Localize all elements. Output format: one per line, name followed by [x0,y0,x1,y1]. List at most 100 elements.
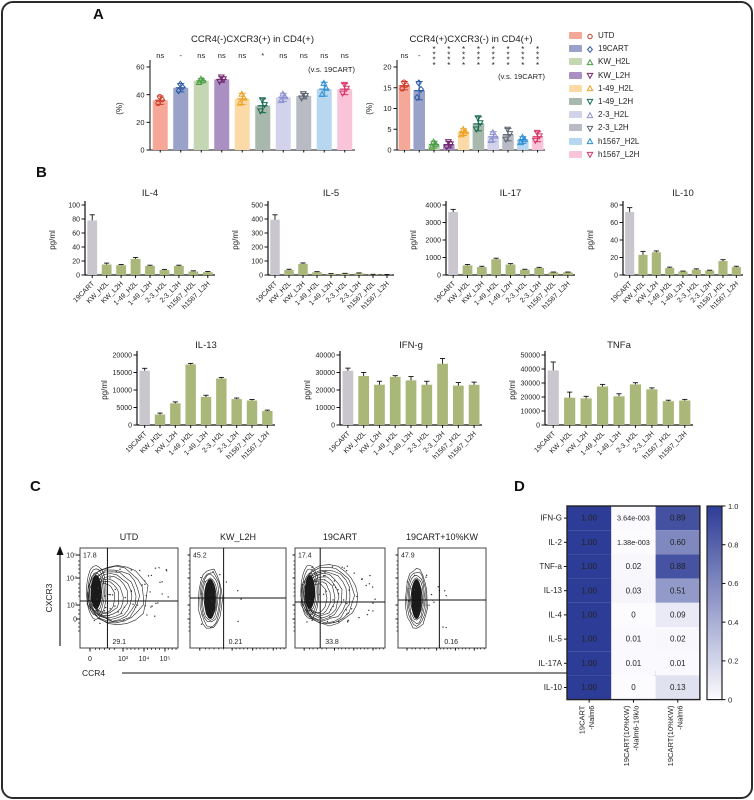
svg-text:45.2: 45.2 [193,553,207,560]
bar [596,386,609,425]
svg-text:0.89: 0.89 [670,514,686,523]
svg-text:*: * [477,61,480,70]
flow-plot-19CART: 19CART 17.4 33.8 [292,532,386,651]
svg-text:KW_L2H: KW_L2H [220,532,256,542]
data-point-marker [586,72,594,80]
data-point-marker [586,111,594,118]
bar [231,399,242,425]
svg-text:1.00: 1.00 [581,635,597,644]
legend-swatch [569,97,582,105]
data-point-marker [430,137,438,145]
bar [159,270,170,275]
svg-text:20000: 20000 [316,388,336,395]
svg-text:1.0: 1.0 [728,502,738,511]
bar [437,363,448,425]
bar [312,272,322,275]
svg-text:ns: ns [197,51,205,60]
data-point-marker [298,95,306,102]
heatmap-cell [611,602,656,627]
svg-text:*: * [536,45,539,54]
bar [101,264,112,275]
svg-text:IL-10: IL-10 [672,188,694,199]
data-point-marker [399,86,405,92]
legend-swatch [569,150,582,158]
bar [170,403,181,425]
svg-text:19CART: 19CART [323,532,358,542]
heatmap-cell [611,506,656,531]
svg-text:5: 5 [387,125,391,134]
bar [638,254,648,275]
bar [145,265,155,275]
panel-label-d: D [514,478,525,495]
svg-text:pg/ml: pg/ml [508,380,517,400]
svg-text:10³: 10³ [67,602,78,609]
bar-chart-il10: IL-10020406080pg/ml19CARTKW_H2LKW_L2H1-4… [586,188,743,311]
bar [130,258,141,275]
svg-text:1.00: 1.00 [581,683,597,692]
svg-text:0.02: 0.02 [670,635,686,644]
svg-text:200: 200 [251,245,263,252]
svg-text:*: * [521,61,524,70]
bar [326,273,336,275]
bar [665,268,675,275]
bar [613,396,625,425]
bar [547,370,559,425]
data-point-marker [177,80,184,88]
bar [296,96,312,150]
bar-chart-il4: IL-4020406080100pg/ml19CARTKW_H2LKW_L2H1… [48,188,215,311]
bar [139,370,150,425]
tri-up-icon [586,58,594,65]
data-point-marker [487,136,495,144]
svg-text:*: * [536,50,539,59]
svg-text:29.1: 29.1 [112,639,126,646]
svg-text:300: 300 [251,231,263,238]
legend-label: UTD [598,31,615,40]
svg-text:ns: ns [238,51,246,60]
svg-text:CCR4: CCR4 [82,668,105,678]
legend-item-1-49_H2L: 1-49_H2L [569,83,639,94]
data-point-marker [586,137,594,145]
svg-text:IL-5: IL-5 [323,188,339,199]
heatmap-cell [567,627,612,652]
bar [337,89,353,150]
bar [452,385,464,425]
bar [342,370,354,425]
svg-text:*: * [492,61,495,70]
bar [188,271,199,275]
svg-text:0: 0 [259,273,263,280]
svg-text:IFN-g: IFN-g [399,340,423,351]
heatmap-cell [611,554,656,579]
svg-text:1.00: 1.00 [581,586,597,595]
heatmap-cell [655,627,700,652]
bar [531,136,544,150]
data-point-marker [459,125,467,132]
data-point-marker [238,90,246,97]
bar [580,398,592,425]
bar [625,212,635,275]
data-point-marker [587,33,593,39]
bar-chart-tnfa: TNFa01000020000300004000050000pg/ml19CAR… [508,340,693,461]
heatmap-cell [567,506,612,531]
data-point-marker [586,125,594,133]
legend-item-KW_L2H: KW_L2H [569,70,639,81]
svg-text:1000: 1000 [425,255,441,262]
data-point-marker [444,139,452,146]
svg-text:*: * [477,50,480,59]
legend-label: 19CART [598,44,629,54]
data-point-marker [157,93,163,100]
svg-text:*: * [462,61,465,70]
flow-plot-KW_L2H: KW_L2H 45.2 0.21 [187,532,287,651]
svg-text:10⁵: 10⁵ [66,552,77,559]
svg-text:80: 80 [610,203,618,210]
svg-text:10000: 10000 [521,409,541,416]
bar [185,364,196,425]
panel-label-a: A [93,6,104,23]
data-point-marker [413,93,421,102]
data-point-marker [216,78,224,86]
chart-ccr4pos-cxcr3neg: CCR4(+)CXCR3(-) in CD4(+) 0 5 10 15 20 (%) ns - *… [365,34,545,155]
svg-text:1.00: 1.00 [581,514,597,523]
svg-text:-: - [418,51,421,60]
data-point-marker [586,84,594,92]
svg-text:CCR4(+)CXCR3(-) in CD4(+): CCR4(+)CXCR3(-) in CD4(+) [410,34,533,45]
svg-text:0: 0 [128,423,132,430]
